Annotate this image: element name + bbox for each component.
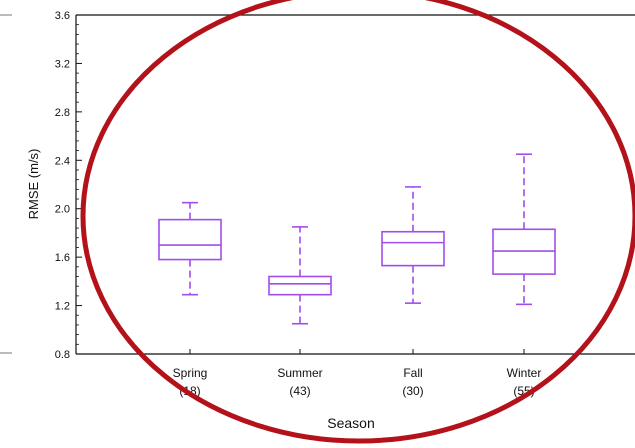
iqr-box xyxy=(381,230,445,267)
y-tick-label: 2.4 xyxy=(55,155,70,167)
iqr-box xyxy=(158,218,222,261)
x-category-label: Spring xyxy=(173,366,208,380)
y-tick-label: 2.0 xyxy=(55,204,70,216)
y-axis-label: RMSE (m/s) xyxy=(26,149,41,220)
x-count-label: (30) xyxy=(402,384,423,398)
annotation-ellipse xyxy=(80,0,635,444)
x-labels-group: Spring(18)Summer(43)Fall(30)Winter(55) xyxy=(173,349,542,398)
y-tick-label: 3.6 xyxy=(55,10,70,22)
box-winter xyxy=(492,153,556,306)
x-axis-label: Season xyxy=(327,415,374,431)
y-tick-label: 1.6 xyxy=(55,252,70,264)
boxes-group xyxy=(158,153,556,325)
x-category-label: Fall xyxy=(403,366,422,380)
y-tick-label: 1.2 xyxy=(55,301,70,313)
x-category-label: Summer xyxy=(277,366,322,380)
box-fall xyxy=(381,186,445,304)
y-tick-label: 0.8 xyxy=(55,349,70,361)
iqr-box xyxy=(268,275,332,296)
box-spring xyxy=(158,201,222,296)
box-summer xyxy=(268,226,332,325)
x-count-label: (43) xyxy=(289,384,310,398)
y-tick-label: 3.2 xyxy=(55,58,70,70)
y-tick-label: 2.8 xyxy=(55,107,70,119)
x-category-label: Winter xyxy=(507,366,542,380)
y-ticks-group: 0.8 1.2 1.6 2.0 2.4 2.8 3.2 3.6 xyxy=(55,10,82,361)
